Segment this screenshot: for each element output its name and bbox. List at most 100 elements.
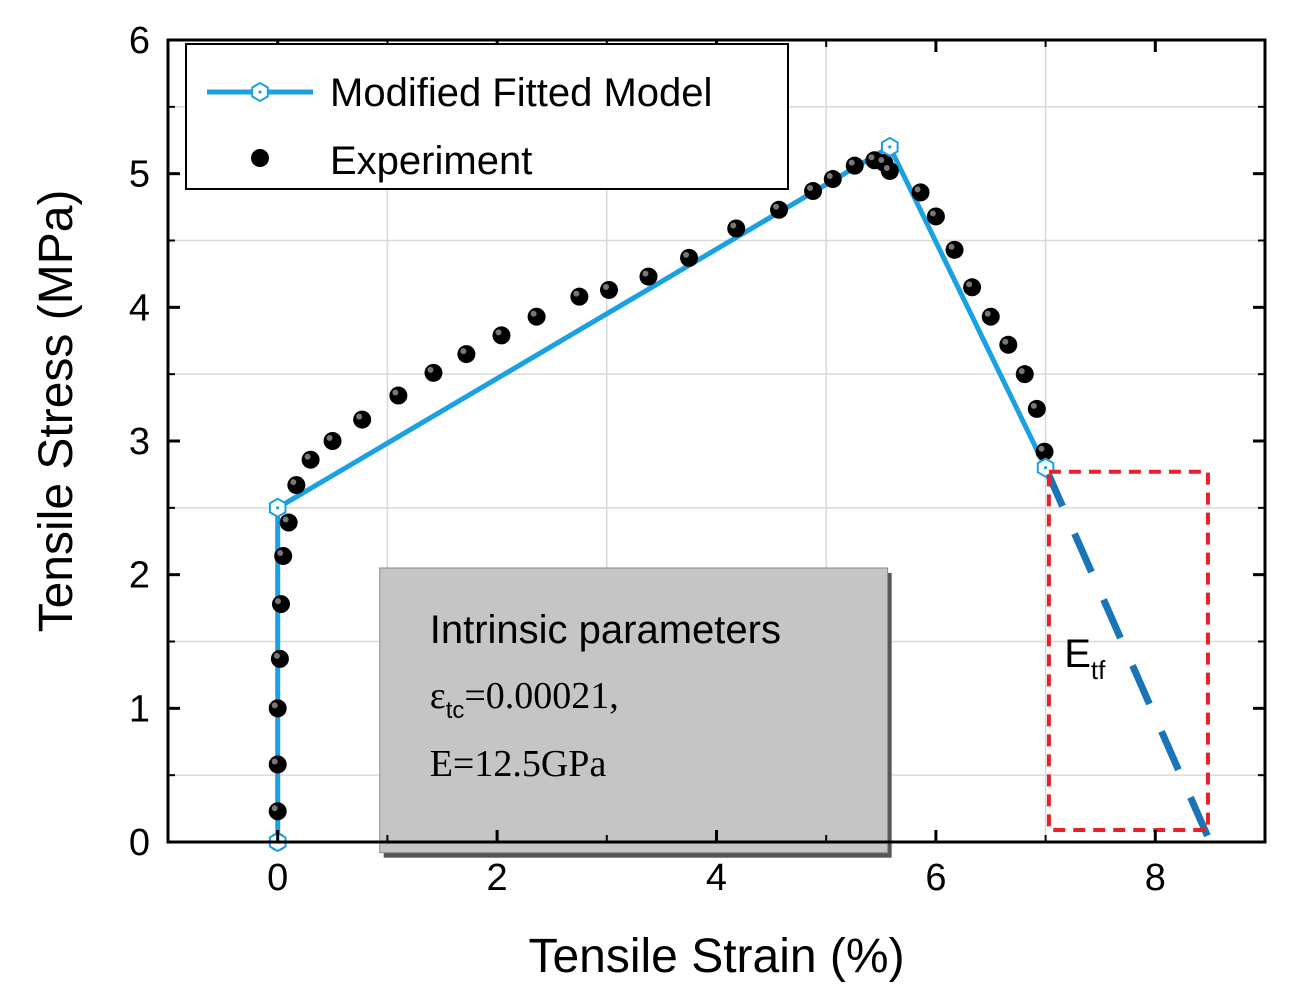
experiment-point-highlight xyxy=(1030,402,1037,409)
experiment-point xyxy=(274,546,293,565)
fitted-model-marker-center xyxy=(1044,466,1048,470)
experiment-point xyxy=(727,219,746,238)
x-tick-label: 2 xyxy=(487,857,508,899)
experiment-point-highlight xyxy=(807,185,814,192)
experiment-point xyxy=(945,240,964,259)
etf-main: E xyxy=(1064,632,1091,676)
legend-hexagon-center-dot xyxy=(258,90,262,94)
parameters-box-title: Intrinsic parameters xyxy=(430,608,781,652)
legend-box xyxy=(185,43,789,190)
experiment-point-highlight xyxy=(271,702,278,709)
experiment-point-highlight xyxy=(878,156,885,163)
legend-label-experiment: Experiment xyxy=(330,139,532,183)
experiment-point xyxy=(271,595,290,614)
experiment-point-highlight xyxy=(984,310,991,317)
experiment-point xyxy=(492,326,511,345)
experiment-point xyxy=(268,755,287,774)
experiment-point xyxy=(389,386,408,405)
experiment-point-highlight xyxy=(573,290,580,297)
experiment-point xyxy=(639,267,658,286)
fitted-model-marker-center xyxy=(888,145,892,149)
y-tick-label: 4 xyxy=(129,287,150,329)
x-tick-label: 6 xyxy=(925,857,946,899)
experiment-point xyxy=(845,156,864,175)
experiment-point-highlight xyxy=(326,435,333,441)
experiment-point xyxy=(287,476,306,495)
experiment-point-highlight xyxy=(929,210,936,217)
parameters-box xyxy=(379,567,889,854)
experiment-point-highlight xyxy=(273,652,280,659)
experiment-point-highlight xyxy=(356,413,363,420)
fitted-model-line xyxy=(275,143,1048,842)
experiment-point xyxy=(680,248,699,267)
y-tick-label: 5 xyxy=(129,154,150,196)
experiment-point-highlight xyxy=(495,329,502,336)
epsilon-symbol: ε xyxy=(430,675,446,717)
etf-label: Etf xyxy=(1064,632,1106,685)
parameters-box-line-1: εtc=0.00021, xyxy=(430,675,619,724)
experiment-point xyxy=(823,170,842,189)
experiment-point-highlight xyxy=(730,222,737,229)
experiment-point xyxy=(1035,442,1054,461)
experiment-point xyxy=(268,699,287,718)
experiment-point xyxy=(279,513,298,532)
etf-subscript: tf xyxy=(1091,655,1106,685)
legend-label-fitted-model: Modified Fitted Model xyxy=(330,71,712,115)
experiment-point-highlight xyxy=(530,310,537,317)
epsilon-subscript: tc xyxy=(446,697,465,724)
experiment-point xyxy=(268,802,287,821)
fitted-model-marker-center xyxy=(276,506,280,510)
experiment-point xyxy=(570,287,589,306)
experiment-point-highlight xyxy=(1038,445,1045,452)
experiment-point xyxy=(804,182,823,201)
parameters-box-line-2: E=12.5GPa xyxy=(430,743,607,785)
experiment-point xyxy=(999,335,1018,354)
x-tick-label: 0 xyxy=(267,857,288,899)
experiment-point xyxy=(963,278,982,297)
experiment-point xyxy=(770,200,789,219)
y-tick-label: 2 xyxy=(129,555,150,597)
experiment-point-highlight xyxy=(282,516,289,523)
x-tick-label: 8 xyxy=(1145,857,1166,899)
y-tick-label: 0 xyxy=(129,822,150,864)
experiment-point-highlight xyxy=(1002,338,1009,345)
experiment-point-highlight xyxy=(290,479,297,486)
experiment-point xyxy=(301,450,320,469)
experiment-point-highlight xyxy=(868,154,875,161)
experiment-point-highlight xyxy=(966,281,973,288)
experiment-point-highlight xyxy=(602,283,609,290)
experiment-point-highlight xyxy=(883,164,890,171)
y-tick-label: 3 xyxy=(129,421,150,463)
experiment-point-highlight xyxy=(304,453,311,460)
experiment-point-highlight xyxy=(271,805,278,812)
experiment-point-highlight xyxy=(271,758,278,765)
experiment-point-highlight xyxy=(427,366,434,373)
experiment-point xyxy=(457,345,476,364)
experiment-point xyxy=(527,307,546,326)
experiment-point-highlight xyxy=(642,270,649,277)
experiment-point xyxy=(599,280,618,299)
x-tick-label: 4 xyxy=(706,857,727,899)
experiment-point-highlight xyxy=(773,203,780,210)
experiment-point-highlight xyxy=(848,159,855,166)
experiment-point-highlight xyxy=(460,348,467,355)
x-axis-title: Tensile Strain (%) xyxy=(528,930,904,983)
experiment-point-highlight xyxy=(392,389,399,396)
y-axis-title: Tensile Stress (MPa) xyxy=(30,190,83,633)
experiment-point-highlight xyxy=(948,243,955,250)
experiment-point-highlight xyxy=(277,549,284,556)
y-tick-label: 6 xyxy=(129,20,150,62)
experiment-point xyxy=(424,363,443,382)
epsilon-value: =0.00021, xyxy=(464,675,618,717)
experiment-point-highlight xyxy=(914,186,921,193)
experiment-point xyxy=(353,410,372,429)
experiment-point xyxy=(880,161,899,180)
experiment-point-highlight xyxy=(683,251,690,258)
experiment-point xyxy=(270,649,289,668)
experiment-point xyxy=(1027,399,1046,418)
experiment-point xyxy=(1015,365,1034,384)
experiment-point-highlight xyxy=(274,598,281,605)
experiment-point-highlight xyxy=(1018,368,1025,375)
experiment-point xyxy=(323,432,342,450)
